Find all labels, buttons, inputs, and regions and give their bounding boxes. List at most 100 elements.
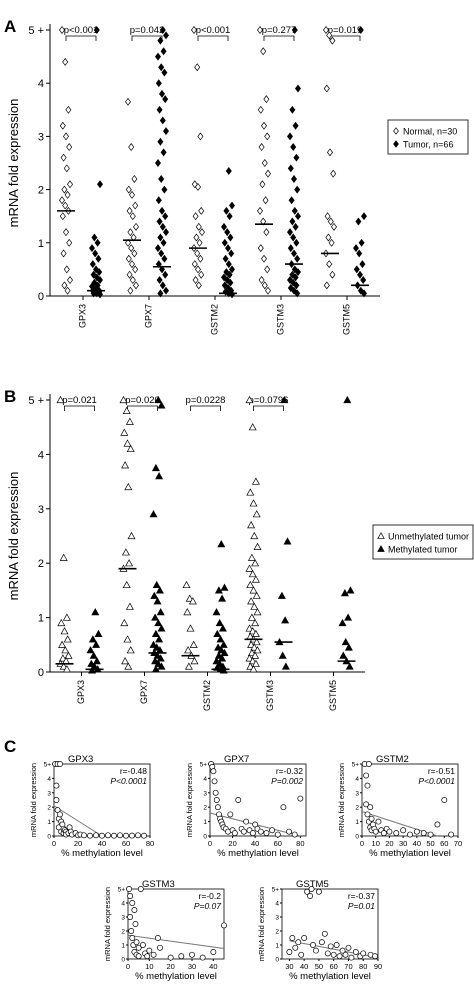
data-point [287,244,294,253]
data-point [125,238,131,247]
data-point [149,510,158,518]
data-point [247,520,256,529]
data-point [91,233,98,242]
y-tick-label: 1 [121,943,125,950]
data-point [64,286,71,295]
data-point [218,654,227,662]
data-point [291,249,297,258]
x-axis-label: % methylation level [217,848,299,859]
data-point [364,811,371,818]
data-point [293,238,300,247]
data-point [220,648,229,657]
data-point [158,249,165,258]
data-point [219,640,228,648]
plot-frame [209,763,307,837]
data-point [287,228,293,237]
x-axis-label: % methylation level [61,848,143,859]
y-axis-label: mRNA fold expression [185,763,194,837]
data-point [155,52,161,61]
legend-label: Normal, n=30 [403,127,457,137]
data-point [97,180,103,189]
data-point [257,26,263,34]
data-point [213,629,222,637]
data-point [95,254,102,263]
data-point [229,201,235,210]
data-point [65,105,72,114]
data-point [137,886,144,892]
data-point [265,286,271,295]
p-value-label: p=0.0228 [186,395,226,406]
data-point [338,618,347,627]
data-point [153,651,162,659]
data-point [197,254,204,263]
data-point [226,270,233,279]
data-point [155,472,164,480]
data-point [63,635,72,643]
data-point [195,265,201,274]
y-tick-label: 4 [203,776,207,783]
p-value-bracket [190,405,221,411]
subplot-gstm5: GSTM5 0 1 2 3 4 5+ 30 40 50 60 70 80 90 mRNA fold expr… [257,879,382,982]
data-point [151,613,160,621]
category-label: GPX3 [77,304,87,328]
data-point [63,265,70,274]
data-point [120,428,129,436]
data-point [62,613,71,621]
data-point [158,63,165,72]
data-point [295,939,302,946]
data-point [163,31,169,40]
data-point [189,951,195,958]
data-point [247,597,256,605]
data-point [324,212,331,221]
x-axis-label: % methylation level [369,848,451,859]
data-point [157,137,164,146]
data-point [199,228,205,237]
data-point [261,281,268,290]
data-point [291,26,298,34]
data-point [221,281,228,290]
data-point [155,586,164,594]
data-point [269,827,276,834]
category-label: GSTM2 [202,680,212,711]
data-point [125,254,132,263]
data-point [280,804,287,811]
y-tick-label: 3 [355,790,359,797]
data-point [292,944,299,951]
data-point [327,148,333,157]
data-point [263,228,270,237]
data-point [63,164,70,173]
data-point [250,602,259,610]
x-tick-label: 80 [296,839,304,848]
data-point [249,586,258,594]
data-point [214,804,221,811]
x-tick-label: 30 [285,962,293,971]
data-point [190,656,199,665]
data-point [251,575,260,583]
data-point [355,217,362,226]
data-point [62,665,71,673]
plot-frame [281,888,379,960]
data-point [289,935,296,941]
data-point [364,782,371,789]
panel-letter: C [4,737,16,756]
data-point [214,586,223,594]
data-point [290,233,297,242]
subplot-gpx7: GPX7 0 1 2 3 4 5+ 0 20 40 60 80 mRNA fold expression… [185,754,307,859]
data-point [123,439,132,447]
y-tick-label: 5 + [28,25,44,37]
data-point [329,36,336,45]
data-point [372,953,378,960]
data-point [331,222,337,231]
data-point [261,121,267,130]
data-point [149,640,158,648]
data-point [64,190,71,199]
data-point [97,276,103,285]
data-point [151,463,160,472]
panel-letter: B [4,387,16,406]
data-point [367,804,374,811]
data-point [194,63,201,72]
data-point [178,953,185,960]
data-point [126,206,133,215]
p-value-label: p<0.001 [64,25,99,36]
data-point [377,545,385,552]
